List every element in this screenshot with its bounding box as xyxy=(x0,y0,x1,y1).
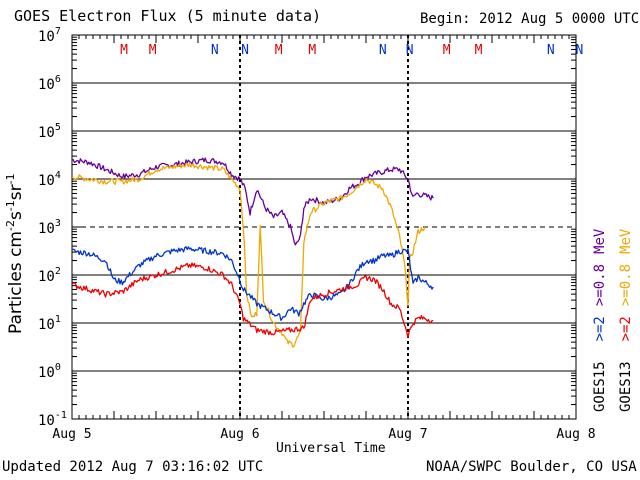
noon-marker: N xyxy=(379,43,387,58)
y-tick-label: 107 xyxy=(38,26,61,45)
midnight-marker: M xyxy=(275,43,283,58)
chart-title: GOES Electron Flux (5 minute data) xyxy=(14,7,322,25)
noon-marker: N xyxy=(241,43,249,58)
midnight-marker: M xyxy=(475,43,483,58)
noon-marker: N xyxy=(211,43,219,58)
x-tick-label: Aug 5 xyxy=(52,427,91,442)
y-tick-label: 10-1 xyxy=(38,410,67,429)
midnight-marker: M xyxy=(443,43,451,58)
series-line-goes15_08mev xyxy=(71,157,434,246)
y-tick-label: 102 xyxy=(38,266,61,285)
x-tick-label: Aug 6 xyxy=(220,427,259,442)
credit-text: NOAA/SWPC Boulder, CO USA xyxy=(426,459,637,475)
y-tick-label: 100 xyxy=(38,362,61,381)
series-line-goes13_08mev xyxy=(71,162,426,348)
noon-marker: N xyxy=(406,43,414,58)
legend-goes15: GOES15>=2>=0.8MeV xyxy=(592,228,608,412)
updated-timestamp: Updated 2012 Aug 7 03:16:02 UTC xyxy=(2,459,264,475)
series-line-goes13_2mev xyxy=(71,262,434,339)
y-tick-label: 104 xyxy=(38,170,61,189)
x-tick-label: Aug 8 xyxy=(556,427,595,442)
legend-goes13: GOES13>=2>=0.8MeV xyxy=(618,228,634,412)
midnight-marker: M xyxy=(120,43,128,58)
noon-marker: N xyxy=(575,43,583,58)
y-tick-label: 105 xyxy=(38,122,61,141)
begin-time: Begin: 2012 Aug 5 0000 UTC xyxy=(420,11,640,27)
midnight-marker: M xyxy=(149,43,157,58)
noon-marker: N xyxy=(547,43,555,58)
series-line-goes15_2mev xyxy=(71,246,434,321)
y-tick-label: 101 xyxy=(38,314,61,333)
y-tick-label: 103 xyxy=(38,218,61,237)
y-axis-label: Particles cm-2s-1sr-1 xyxy=(4,173,26,334)
y-tick-label: 106 xyxy=(38,74,61,93)
x-axis-label: Universal Time xyxy=(276,441,386,456)
midnight-marker: M xyxy=(308,43,316,58)
x-tick-label: Aug 7 xyxy=(388,427,427,442)
